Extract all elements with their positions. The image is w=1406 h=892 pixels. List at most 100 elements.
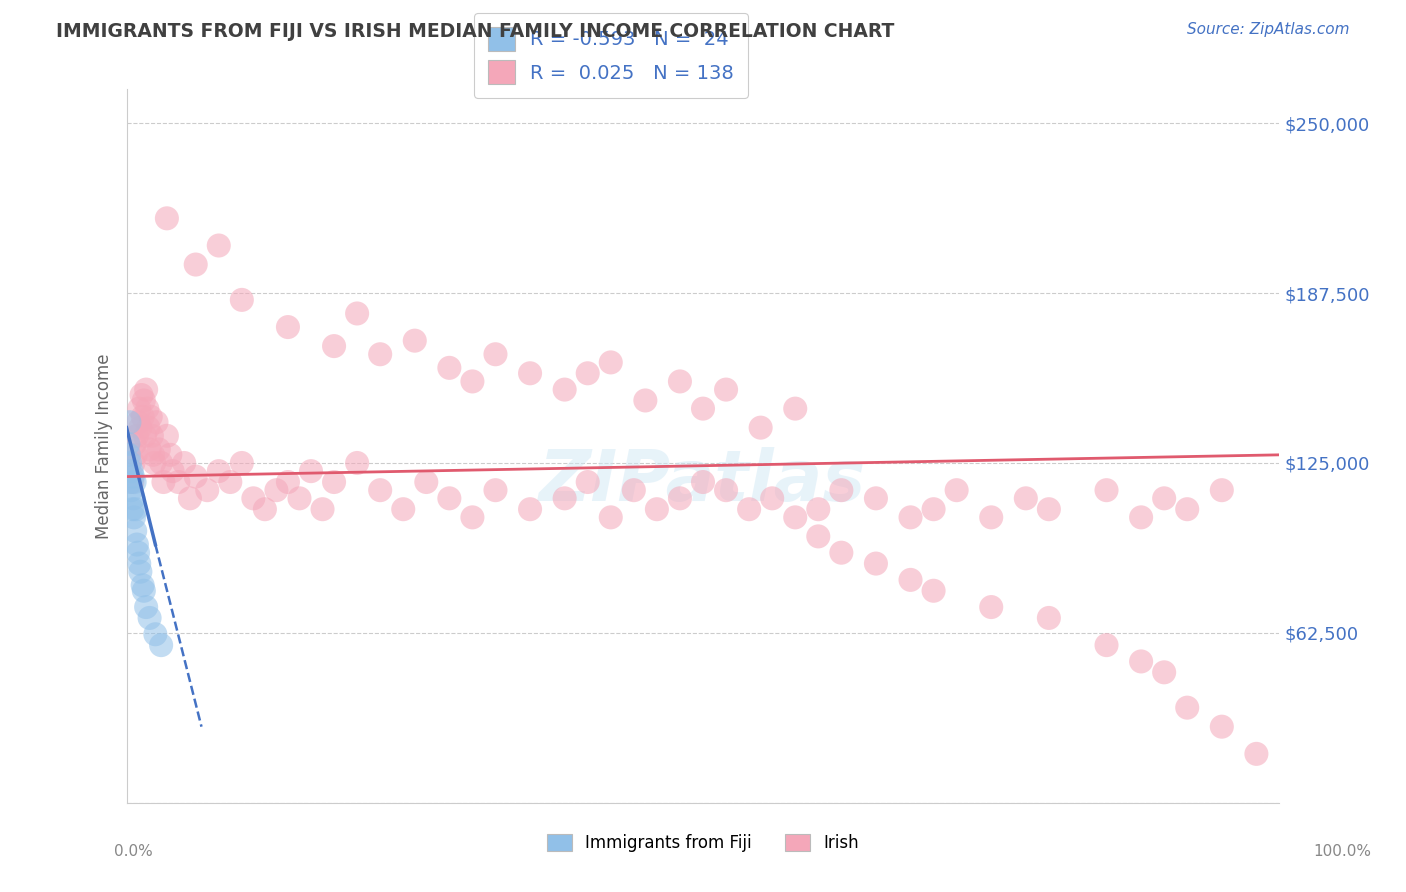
Text: 0.0%: 0.0% bbox=[114, 845, 153, 859]
Point bbox=[124, 524, 146, 538]
Point bbox=[122, 510, 145, 524]
Point bbox=[131, 388, 153, 402]
Point bbox=[156, 429, 179, 443]
Point bbox=[669, 375, 692, 389]
Point bbox=[145, 415, 167, 429]
Point bbox=[134, 429, 156, 443]
Point bbox=[124, 475, 146, 489]
Point bbox=[138, 420, 160, 434]
Point bbox=[599, 510, 621, 524]
Point bbox=[576, 475, 599, 489]
Point bbox=[156, 211, 179, 226]
Point bbox=[404, 334, 426, 348]
Point bbox=[135, 600, 157, 615]
Point bbox=[253, 502, 276, 516]
Point bbox=[554, 383, 576, 397]
Point bbox=[142, 448, 165, 462]
Point bbox=[184, 469, 207, 483]
Point bbox=[125, 429, 148, 443]
Point bbox=[634, 393, 657, 408]
Point bbox=[231, 293, 253, 307]
Point bbox=[184, 258, 207, 272]
Point bbox=[141, 429, 163, 443]
Point bbox=[785, 401, 807, 416]
Point bbox=[323, 339, 346, 353]
Point bbox=[922, 583, 945, 598]
Point bbox=[242, 491, 264, 506]
Point bbox=[208, 238, 231, 252]
Point bbox=[132, 583, 155, 598]
Point bbox=[288, 491, 311, 506]
Point bbox=[129, 565, 152, 579]
Point bbox=[830, 483, 852, 498]
Point bbox=[392, 502, 415, 516]
Y-axis label: Median Family Income: Median Family Income bbox=[94, 353, 112, 539]
Point bbox=[150, 456, 173, 470]
Point bbox=[346, 456, 368, 470]
Point bbox=[145, 627, 166, 641]
Point bbox=[136, 401, 159, 416]
Point bbox=[922, 502, 945, 516]
Point bbox=[1095, 483, 1118, 498]
Point bbox=[1175, 700, 1198, 714]
Point bbox=[121, 464, 143, 478]
Point bbox=[179, 491, 201, 506]
Point bbox=[645, 502, 668, 516]
Point bbox=[439, 360, 461, 375]
Point bbox=[195, 483, 218, 498]
Point bbox=[162, 464, 184, 478]
Point bbox=[135, 383, 157, 397]
Point bbox=[124, 437, 146, 451]
Point bbox=[519, 502, 541, 516]
Point bbox=[311, 502, 333, 516]
Point bbox=[1015, 491, 1038, 506]
Point bbox=[118, 456, 141, 470]
Point bbox=[128, 557, 150, 571]
Point bbox=[439, 491, 461, 506]
Legend: Immigrants from Fiji, Irish: Immigrants from Fiji, Irish bbox=[540, 827, 866, 859]
Point bbox=[368, 347, 391, 361]
Point bbox=[519, 366, 541, 380]
Point bbox=[461, 510, 484, 524]
Point bbox=[1038, 502, 1060, 516]
Point bbox=[159, 448, 181, 462]
Point bbox=[143, 456, 166, 470]
Point bbox=[122, 469, 145, 483]
Point bbox=[127, 546, 149, 560]
Point bbox=[484, 347, 506, 361]
Point bbox=[1130, 655, 1153, 669]
Point bbox=[118, 415, 141, 429]
Point bbox=[323, 475, 346, 489]
Point bbox=[231, 456, 253, 470]
Point bbox=[121, 475, 143, 489]
Point bbox=[738, 502, 761, 516]
Text: IMMIGRANTS FROM FIJI VS IRISH MEDIAN FAMILY INCOME CORRELATION CHART: IMMIGRANTS FROM FIJI VS IRISH MEDIAN FAM… bbox=[56, 22, 894, 41]
Point bbox=[125, 537, 148, 551]
Point bbox=[167, 475, 190, 489]
Point bbox=[219, 475, 242, 489]
Point bbox=[131, 578, 153, 592]
Point bbox=[599, 355, 621, 369]
Point bbox=[1130, 510, 1153, 524]
Point bbox=[900, 573, 922, 587]
Point bbox=[1095, 638, 1118, 652]
Point bbox=[122, 456, 145, 470]
Point bbox=[1246, 747, 1268, 761]
Point bbox=[714, 383, 737, 397]
Point bbox=[138, 442, 160, 457]
Point bbox=[132, 393, 155, 408]
Point bbox=[208, 464, 231, 478]
Point bbox=[122, 491, 145, 506]
Point bbox=[127, 415, 149, 429]
Point bbox=[484, 483, 506, 498]
Point bbox=[152, 475, 174, 489]
Point bbox=[980, 510, 1002, 524]
Point bbox=[125, 448, 148, 462]
Point bbox=[980, 600, 1002, 615]
Point bbox=[785, 510, 807, 524]
Point bbox=[129, 420, 152, 434]
Point bbox=[120, 483, 142, 498]
Point bbox=[554, 491, 576, 506]
Point bbox=[117, 437, 139, 451]
Point bbox=[125, 502, 148, 516]
